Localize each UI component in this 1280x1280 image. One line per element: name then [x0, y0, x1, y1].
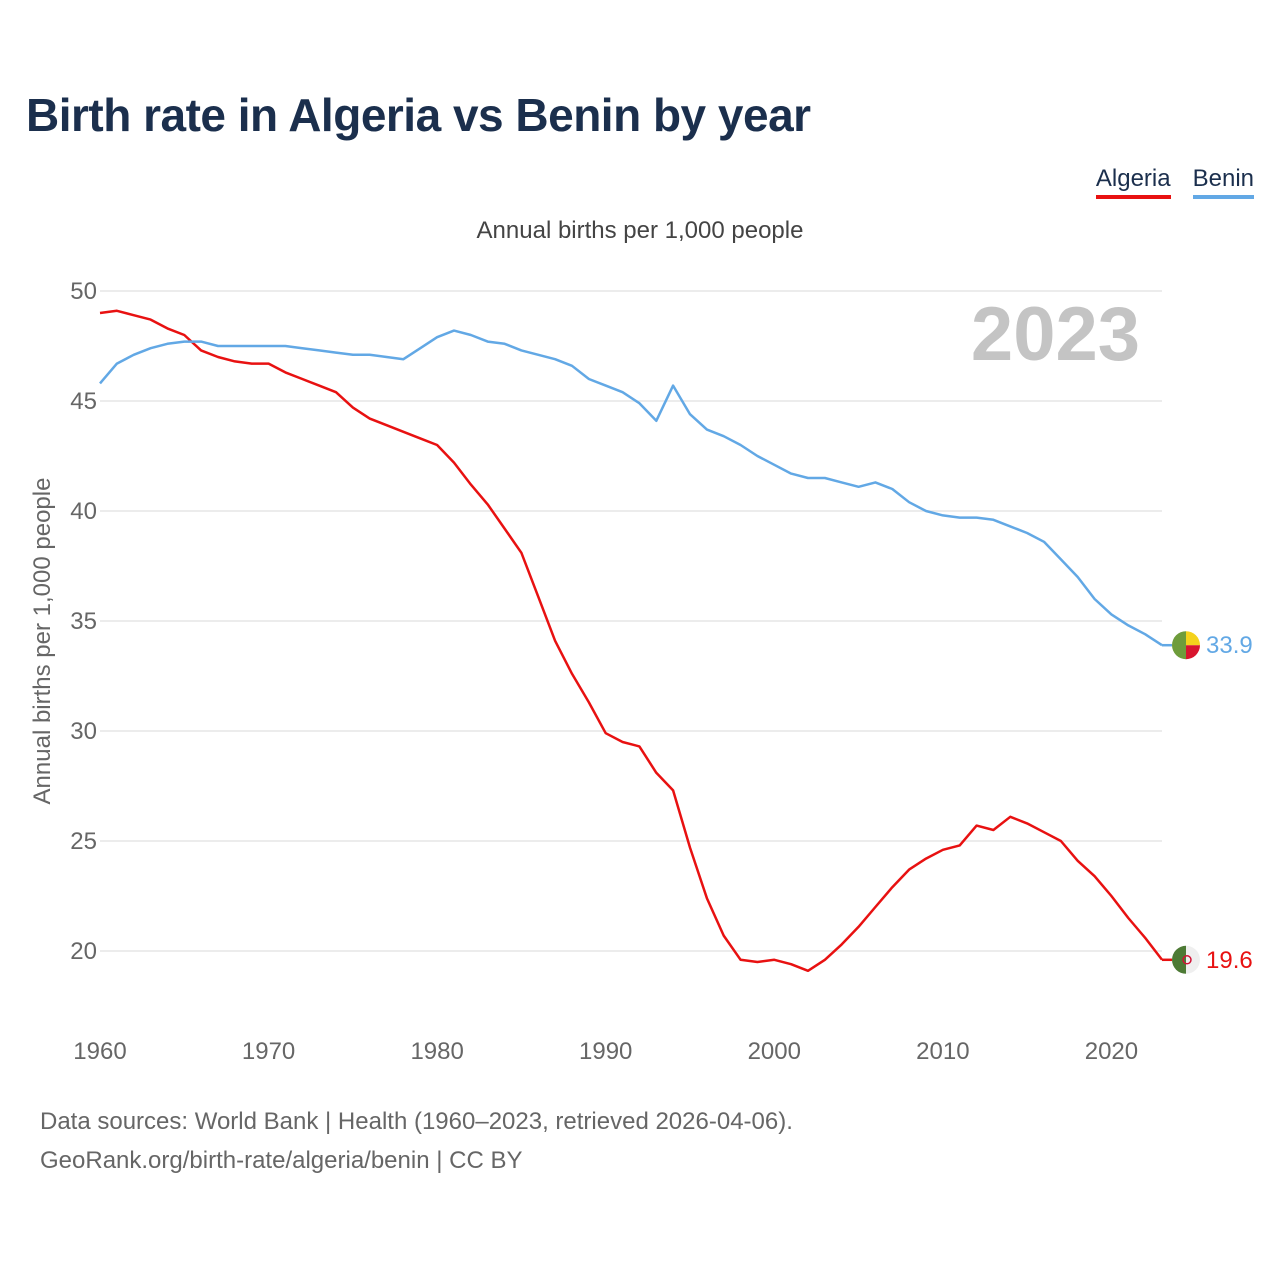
y-tick-label-50: 50 [70, 278, 97, 305]
end-markers: 19.6 33.9 [1172, 631, 1253, 974]
grid-lines [100, 290, 1162, 952]
chart-subtitle: Annual births per 1,000 people [476, 217, 804, 244]
x-tick-label-1970: 1970 [242, 1038, 295, 1065]
legend-item-benin[interactable]: Benin [1192, 165, 1254, 199]
y-tick-label-45: 45 [70, 388, 97, 415]
y-axis-label: Annual births per 1,000 people [29, 478, 56, 805]
legend: Algeria Benin [1095, 165, 1254, 199]
footer-sources: Data sources: World Bank | Health (1960–… [40, 1108, 793, 1135]
flag-icon-benin [1172, 631, 1200, 660]
legend-item-algeria[interactable]: Algeria [1095, 165, 1171, 199]
footer-credit[interactable]: GeoRank.org/birth-rate/algeria/benin | C… [40, 1147, 523, 1174]
y-tick-label-20: 20 [70, 938, 97, 965]
series-line-benin[interactable] [99, 329, 1163, 647]
y-tick-label-25: 25 [70, 828, 97, 855]
y-axis-ticks: 20 25 30 35 40 45 50 [70, 278, 97, 965]
x-tick-label-1980: 1980 [410, 1038, 463, 1065]
y-tick-label-35: 35 [70, 608, 97, 635]
x-tick-label-2010: 2010 [916, 1038, 969, 1065]
flag-icon-algeria [1172, 945, 1200, 974]
chart-title: Birth rate in Algeria vs Benin by year [26, 89, 811, 141]
series-line-algeria[interactable] [99, 309, 1163, 973]
x-tick-label-2000: 2000 [748, 1038, 801, 1065]
x-tick-label-1990: 1990 [579, 1038, 632, 1065]
y-tick-label-30: 30 [70, 718, 97, 745]
x-axis-ticks: 1960 1970 1980 1990 2000 2010 2020 [73, 1038, 1138, 1065]
year-label: 2023 [971, 292, 1140, 377]
end-value-label-benin: 33.9 [1206, 632, 1253, 659]
x-tick-label-2020: 2020 [1085, 1038, 1138, 1065]
x-tick-label-1960: 1960 [73, 1038, 126, 1065]
end-value-label-algeria: 19.6 [1206, 947, 1253, 974]
series-lines [99, 309, 1172, 973]
y-tick-label-40: 40 [70, 498, 97, 525]
